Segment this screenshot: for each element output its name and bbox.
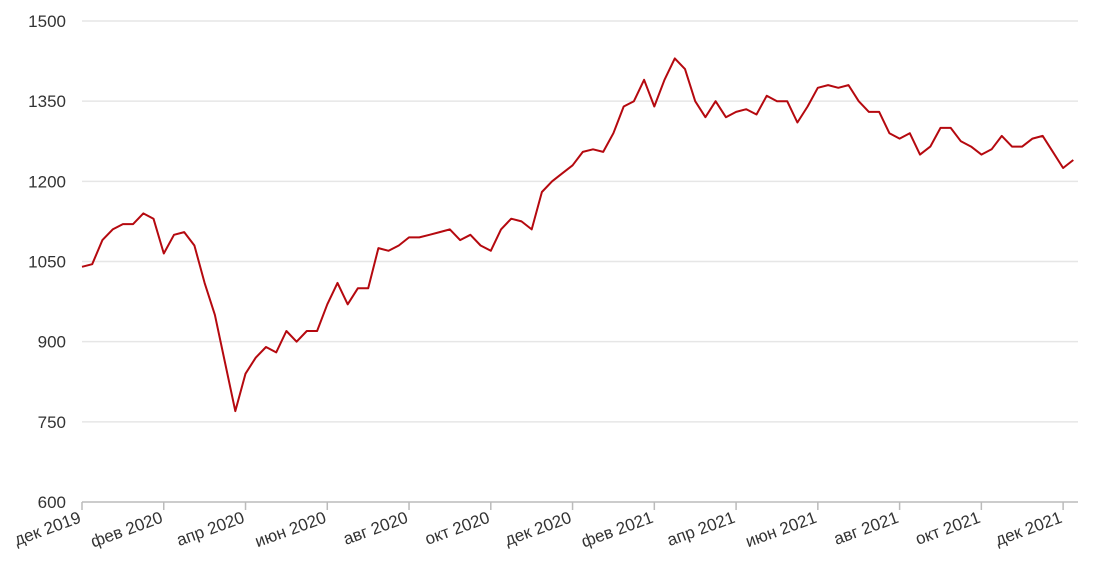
x-tick-label: авг 2021 — [831, 508, 901, 549]
x-tick-label: дек 2019 — [12, 508, 84, 550]
x-tick-label: июн 2021 — [743, 508, 819, 551]
x-tick-label: апр 2020 — [174, 508, 247, 550]
x-tick-label: окт 2021 — [913, 508, 983, 549]
x-tick-label: дек 2021 — [993, 508, 1065, 550]
y-tick-label: 600 — [38, 493, 66, 512]
x-tick-label: июн 2020 — [252, 508, 328, 551]
line — [81, 57, 1074, 413]
x-tick-label: окт 2020 — [422, 508, 492, 549]
y-tick-label: 900 — [38, 333, 66, 352]
x-tick-label: дек 2020 — [502, 508, 574, 550]
y-tick-label: 1500 — [28, 12, 66, 31]
y-tick-label: 750 — [38, 413, 66, 432]
x-tick-label: апр 2021 — [665, 508, 738, 550]
x-tick-label: фев 2021 — [579, 508, 656, 552]
y-tick-label: 1050 — [28, 253, 66, 272]
y-tick-label: 1350 — [28, 92, 66, 111]
x-tick-label: авг 2020 — [341, 508, 411, 549]
x-tick-label: фев 2020 — [88, 508, 165, 552]
y-tick-label: 1200 — [28, 172, 66, 191]
